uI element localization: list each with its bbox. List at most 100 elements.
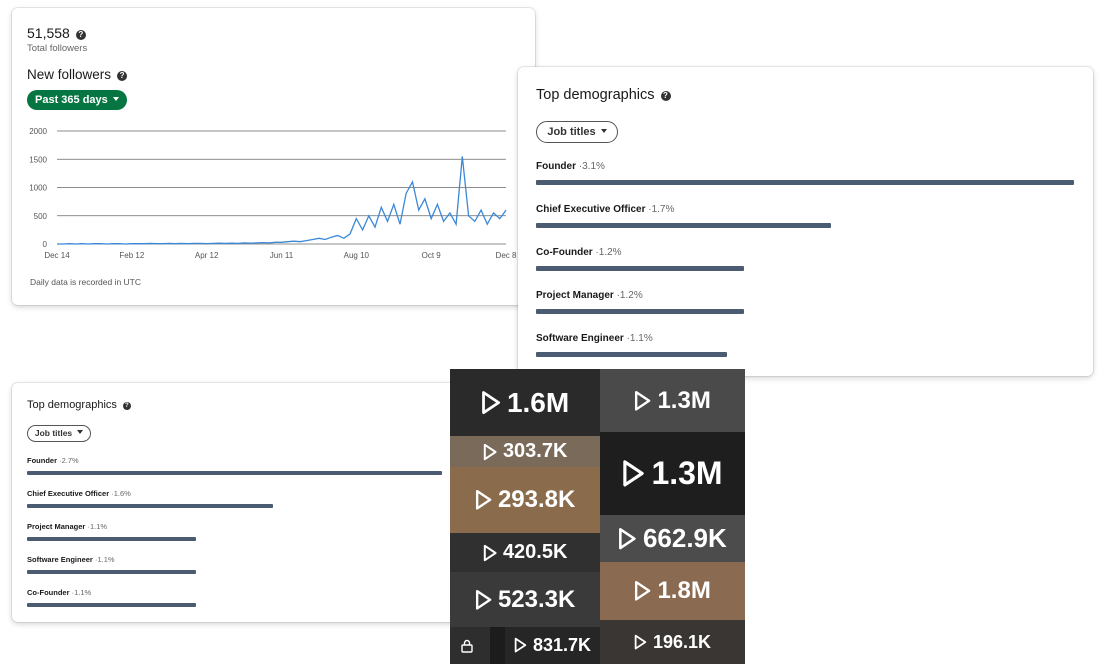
bar-row-label: Founder2.7% (27, 456, 79, 465)
bar-row-label: Co-Founder1.2% (536, 247, 622, 258)
video-tile[interactable]: 420.5K (450, 533, 600, 572)
filter-button[interactable]: Job titles (27, 425, 91, 442)
line-chart: 0 500 1000 1500 2000 Dec 14 Feb 12 Apr 12 Jun 11… (29, 127, 517, 260)
video-tile[interactable]: 293.8K (450, 467, 600, 533)
filter-label: Job titles (34, 428, 73, 438)
x-tick-label: Feb 12 (119, 251, 144, 260)
value-label: 1.1% (85, 522, 107, 531)
caret (77, 430, 84, 434)
value-label: 1.1% (70, 588, 92, 597)
filter-label: Job titles (547, 126, 596, 138)
view-count: 523.3K (497, 585, 576, 613)
bar (27, 471, 442, 475)
followers-card: 51,558? Total followers New followers? P… (12, 8, 535, 305)
total-followers: 51,558? (27, 25, 86, 41)
value-label: 1.1% (624, 333, 653, 344)
video-tile[interactable]: 831.7K (505, 627, 600, 664)
video-grid: 1.6M 303.7K 293.8K 420.5K 523.3K 831.7K 1.3M 1.… (450, 369, 745, 664)
value-label: 1.7% (645, 204, 674, 215)
help-icon[interactable]: ? (122, 402, 131, 410)
x-tick-label: Dec 14 (44, 251, 70, 260)
category-label: Founder (536, 161, 576, 172)
view-count: 420.5K (502, 541, 568, 563)
video-tile[interactable]: 1.3M (600, 369, 745, 432)
bar (536, 266, 745, 271)
view-count: 831.7K (532, 635, 591, 655)
view-count: 1.6M (506, 386, 570, 418)
card-title-row: Top demographics? (536, 87, 671, 103)
play-icon (475, 589, 491, 610)
view-count: 1.3M (651, 455, 723, 491)
view-count: 303.7K (502, 440, 568, 462)
value-label: 1.1% (93, 555, 115, 564)
bar-row-label: Project Manager1.1% (27, 522, 107, 531)
help-icon[interactable]: ? (75, 30, 86, 40)
view-count: 196.1K (652, 631, 711, 652)
chart-title-row: New followers? (27, 67, 128, 82)
demographics-card: Top demographics? Job titles Founder2.7%… (12, 383, 472, 622)
category-label: Founder (27, 456, 57, 465)
chart-note: Daily data is recorded in UTC (30, 277, 142, 287)
y-tick-label: 500 (34, 212, 48, 221)
filter-button[interactable]: Job titles (536, 121, 618, 143)
caret (112, 97, 119, 101)
play-icon (634, 634, 647, 650)
bar (27, 504, 273, 508)
value-label: 3.1% (576, 161, 605, 172)
help-icon[interactable]: ? (117, 71, 128, 81)
play-icon (475, 490, 491, 510)
bar (27, 603, 197, 607)
bar-row-label: Software Engineer1.1% (27, 555, 115, 564)
view-count: 1.3M (657, 386, 711, 414)
category-label: Chief Executive Officer (536, 204, 646, 215)
play-icon (635, 390, 651, 411)
bar-row-label: Chief Executive Officer1.6% (27, 489, 131, 498)
filter-label: Past 365 days (35, 94, 108, 106)
view-count: 662.9K (642, 523, 727, 553)
demographics-card: Top demographics? Job titles Founder3.1%… (518, 67, 1093, 376)
video-tile[interactable]: 303.7K (450, 436, 600, 467)
bar (536, 352, 727, 357)
locked-tile (450, 627, 490, 664)
series-line (57, 156, 507, 245)
category-label: Co-Founder (536, 247, 593, 258)
bar-row-label: Founder3.1% (536, 161, 605, 172)
help-icon[interactable]: ? (660, 91, 671, 101)
card-title: Top demographics (536, 87, 655, 103)
bar (536, 223, 832, 228)
play-icon (481, 391, 500, 414)
x-tick-label: Dec 8 (496, 251, 517, 260)
video-tile[interactable]: 196.1K (600, 620, 745, 664)
category-label: Chief Executive Officer (27, 489, 110, 498)
card-title-row: Top demographics? (27, 399, 131, 411)
x-tick-label: Apr 12 (195, 251, 219, 260)
video-tile[interactable]: 662.9K (600, 515, 745, 562)
value-label: 1.2% (593, 247, 622, 258)
category-label: Project Manager (27, 522, 86, 531)
y-tick-label: 0 (43, 240, 48, 249)
bar (536, 180, 1074, 185)
video-tile[interactable]: 523.3K (450, 572, 600, 627)
total-value: 51,558 (27, 25, 70, 41)
video-tile[interactable]: 1.6M (450, 369, 600, 436)
total-label: Total followers (27, 43, 88, 54)
play-icon (514, 638, 527, 653)
video-tile[interactable]: 1.3M (600, 432, 745, 515)
x-tick-label: Oct 9 (422, 251, 442, 260)
value-label: 1.2% (614, 290, 643, 301)
bar-row-label: Chief Executive Officer1.7% (536, 204, 674, 215)
bar-row-label: Co-Founder1.1% (27, 588, 91, 597)
y-tick-label: 2000 (29, 127, 47, 136)
view-count: 1.8M (657, 577, 711, 604)
x-tick-label: Jun 11 (270, 251, 294, 260)
video-tile[interactable]: 1.8M (600, 562, 745, 620)
play-icon (483, 443, 497, 460)
caret (600, 129, 607, 133)
filter-button[interactable]: Past 365 days (27, 90, 127, 110)
play-icon (619, 527, 636, 550)
bar (27, 570, 197, 574)
x-tick-label: Aug 10 (344, 251, 370, 260)
category-label: Co-Founder (27, 588, 70, 597)
bar (536, 309, 745, 314)
